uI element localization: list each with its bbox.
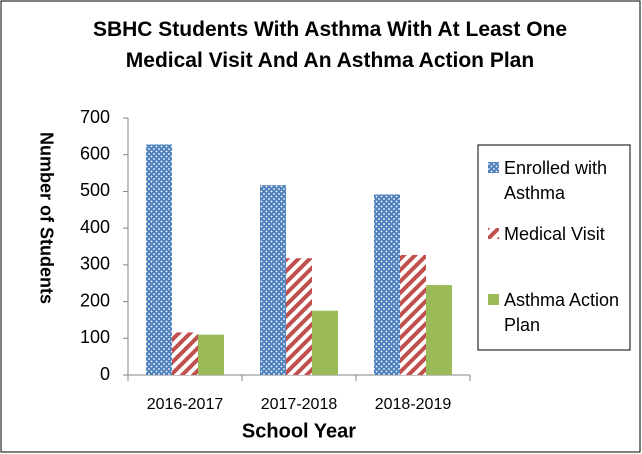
legend-swatch bbox=[488, 228, 499, 239]
x-tick-label: 2016-2017 bbox=[147, 396, 224, 413]
x-tick-label: 2018-2019 bbox=[375, 396, 452, 413]
y-tick-label: 200 bbox=[80, 290, 110, 310]
y-tick-label: 600 bbox=[80, 143, 110, 163]
chart-title: SBHC Students With Asthma With At Least … bbox=[92, 18, 568, 72]
y-tick-label: 400 bbox=[80, 217, 110, 237]
bar bbox=[260, 185, 286, 375]
x-tick-label: 2017-2018 bbox=[261, 396, 338, 413]
y-tick-label: 300 bbox=[80, 254, 110, 274]
x-axis-title: School Year bbox=[242, 420, 356, 442]
bar bbox=[426, 285, 452, 375]
legend-label: Enrolled with Asthma bbox=[504, 158, 608, 203]
y-tick-label: 0 bbox=[100, 364, 110, 384]
bar bbox=[374, 194, 400, 375]
bar bbox=[146, 144, 172, 375]
y-tick-label: 700 bbox=[80, 107, 110, 127]
y-axis-title: Number of Students bbox=[36, 132, 56, 304]
bar bbox=[400, 254, 426, 375]
legend-swatch bbox=[488, 294, 499, 305]
legend-label: Asthma Action Plan bbox=[504, 290, 620, 335]
bar bbox=[312, 310, 338, 375]
legend-label: Medical Visit bbox=[504, 224, 605, 244]
bar bbox=[172, 332, 198, 375]
legend-swatch bbox=[488, 162, 499, 173]
bar bbox=[286, 258, 312, 375]
bar bbox=[198, 334, 224, 375]
y-tick-label: 500 bbox=[80, 180, 110, 200]
legend-box bbox=[477, 144, 631, 351]
y-tick-label: 100 bbox=[80, 327, 110, 347]
